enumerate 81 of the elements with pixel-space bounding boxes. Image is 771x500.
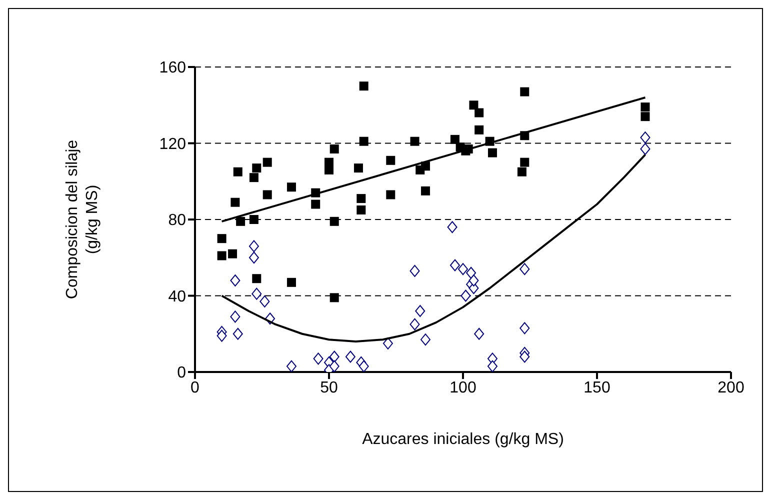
point <box>252 274 262 284</box>
point <box>286 278 296 287</box>
point <box>248 252 259 264</box>
point <box>311 200 320 209</box>
point <box>520 322 530 334</box>
point <box>217 251 226 260</box>
x-tick-label: 0 <box>190 379 200 396</box>
point <box>230 310 240 323</box>
point <box>359 136 368 146</box>
point <box>474 328 484 340</box>
point <box>474 125 484 134</box>
point <box>517 167 526 176</box>
point <box>330 293 339 302</box>
point <box>488 148 497 158</box>
point <box>252 164 262 173</box>
point <box>248 240 259 252</box>
point <box>252 288 262 300</box>
point <box>520 263 530 276</box>
point <box>447 221 458 234</box>
point <box>230 198 240 207</box>
point <box>410 136 420 146</box>
point <box>386 156 396 165</box>
point <box>640 142 650 155</box>
point <box>640 102 650 112</box>
point <box>329 360 340 372</box>
point <box>356 194 366 204</box>
point <box>345 350 356 363</box>
point <box>286 360 296 372</box>
x-axis-title: Azucares iniciales (g/kg MS) <box>362 431 564 448</box>
point <box>466 266 476 279</box>
point <box>450 259 460 272</box>
point <box>329 350 340 363</box>
point <box>232 328 243 340</box>
point <box>286 182 296 192</box>
point <box>382 337 393 350</box>
point <box>640 112 650 122</box>
point <box>262 158 272 167</box>
point <box>330 144 339 154</box>
point <box>474 108 484 118</box>
point <box>520 87 530 96</box>
y-tick-label: 40 <box>168 288 186 306</box>
point <box>410 264 420 277</box>
point <box>233 167 242 176</box>
y-tick-label: 0 <box>177 364 186 382</box>
point <box>236 216 246 226</box>
point <box>262 190 272 200</box>
point <box>354 164 363 173</box>
point <box>216 330 227 342</box>
point <box>458 263 468 276</box>
point <box>313 352 324 365</box>
point <box>468 274 479 286</box>
x-tick-label: 200 <box>718 379 744 396</box>
point <box>260 295 270 308</box>
point <box>217 234 226 244</box>
point <box>386 190 396 200</box>
point <box>359 82 368 91</box>
point <box>249 215 258 224</box>
point <box>356 205 366 214</box>
y-tick-label: 160 <box>159 60 186 77</box>
point <box>450 134 460 144</box>
point <box>640 132 650 144</box>
point <box>420 186 430 196</box>
point <box>420 334 430 346</box>
point <box>415 305 426 317</box>
point <box>249 173 258 182</box>
y-axis-title: Composicion del silaje (g/kg MS) <box>64 140 101 300</box>
point <box>469 100 478 110</box>
point <box>520 158 530 167</box>
point <box>460 290 471 302</box>
y-tick-label: 80 <box>168 212 186 230</box>
point <box>330 216 339 226</box>
x-tick-label: 150 <box>584 379 610 396</box>
y-tick-label: 120 <box>159 136 186 153</box>
point <box>410 318 420 330</box>
point <box>520 350 530 363</box>
point <box>358 360 369 372</box>
point <box>487 360 498 372</box>
point <box>230 274 240 286</box>
x-tick-label: 100 <box>450 379 476 396</box>
point <box>228 249 238 258</box>
x-tick-label: 50 <box>320 379 338 396</box>
